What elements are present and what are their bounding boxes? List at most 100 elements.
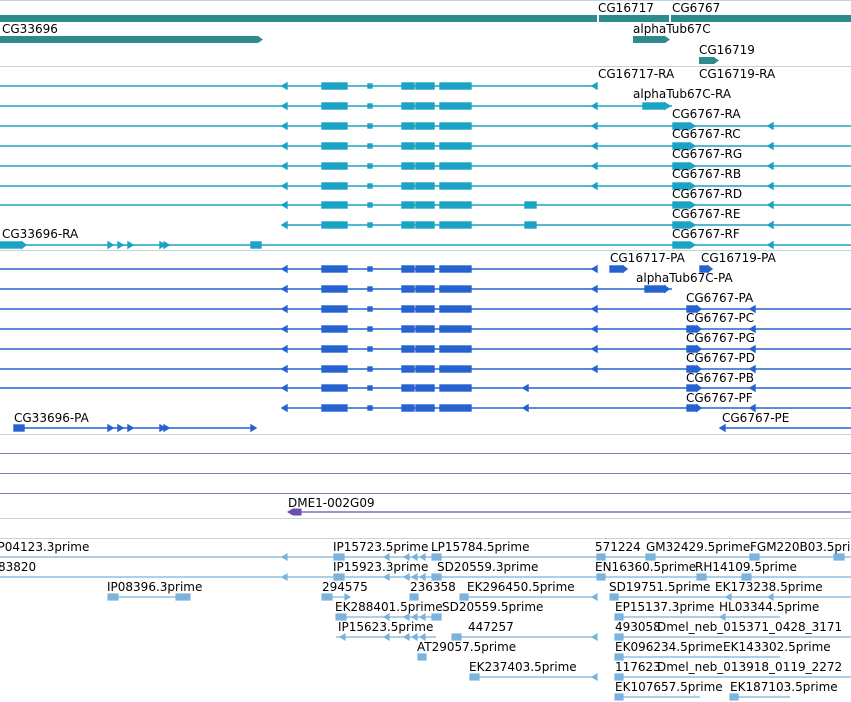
protein-row[interactable] [0, 284, 672, 294]
est-label[interactable]: EK173238.5prime [715, 580, 823, 594]
gene-label[interactable]: CG33696 [2, 22, 58, 36]
track-separator [0, 453, 851, 454]
est-label[interactable]: EP15137.3prime [615, 600, 715, 614]
insertion-label[interactable]: DME1-002G09 [288, 496, 375, 510]
est-label[interactable]: EK296450.5prime [467, 580, 575, 594]
est-label[interactable]: 83820 [0, 560, 37, 574]
est-label[interactable]: HL03344.5prime [719, 600, 820, 614]
track-separator [0, 518, 851, 519]
transcript-row[interactable] [280, 220, 851, 230]
transcript-label[interactable]: CG16719-RA [699, 67, 776, 81]
protein-row[interactable] [0, 264, 714, 274]
track-separator [0, 0, 851, 1]
protein-row[interactable] [0, 383, 851, 393]
gene-bar[interactable] [0, 15, 597, 22]
protein-label[interactable]: CG16717-PA [610, 251, 685, 265]
transcript-row[interactable] [0, 181, 851, 191]
est-label[interactable]: EK107657.5prime [615, 680, 723, 694]
protein-row[interactable] [0, 364, 851, 374]
gene-bar[interactable] [599, 15, 669, 22]
est-label[interactable]: LP15784.5prime [431, 540, 530, 554]
transcript-label[interactable]: CG16717-RA [598, 67, 675, 81]
track-separator [0, 473, 851, 474]
est-label[interactable]: 294575 [322, 580, 368, 594]
est-label[interactable]: EK096234.5prime [615, 640, 723, 654]
transcript-label[interactable]: CG6767-RF [672, 227, 740, 241]
est-label[interactable]: IP15923.3prime [333, 560, 429, 574]
protein-label[interactable]: CG16719-PA [701, 251, 776, 265]
protein-label[interactable]: CG6767-PC [686, 311, 755, 325]
gene-label[interactable]: CG6767 [672, 1, 721, 15]
protein-label[interactable]: CG33696-PA [14, 411, 89, 425]
est-label[interactable]: RH14109.5prime [695, 560, 797, 574]
track-separator [0, 434, 851, 435]
transcript-row[interactable] [0, 81, 598, 91]
transcript-label[interactable]: CG6767-RG [672, 147, 743, 161]
track-separator [0, 493, 851, 494]
gene-label[interactable]: alphaTub67C [633, 22, 711, 36]
est-label[interactable]: IP15623.5prime [338, 620, 434, 634]
est-label[interactable]: IP04123.3prime [0, 540, 90, 554]
protein-label[interactable]: CG6767-PB [686, 371, 755, 385]
protein-label[interactable]: CG6767-PF [686, 391, 753, 405]
gene-bar[interactable] [633, 36, 670, 43]
est-label[interactable]: EK237403.5prime [469, 660, 577, 674]
transcript-row[interactable] [0, 141, 851, 151]
gene-bar[interactable] [671, 15, 851, 22]
est-label[interactable]: 117623 [615, 660, 661, 674]
protein-row[interactable] [0, 344, 851, 354]
protein-row[interactable] [0, 324, 851, 334]
est-label[interactable]: FGM220B03.5prime [750, 540, 851, 554]
transcript-label[interactable]: alphaTub67C-RA [633, 87, 732, 101]
est-label[interactable]: GM32429.5prime [646, 540, 751, 554]
insertion-feature[interactable] [287, 508, 302, 516]
transcript-label[interactable]: CG33696-RA [2, 227, 79, 241]
est-label[interactable]: 571224 [595, 540, 641, 554]
protein-label[interactable]: CG6767-PE [722, 411, 790, 425]
track-separator [0, 538, 851, 539]
protein-label[interactable]: alphaTub67C-PA [636, 271, 733, 285]
track-separator [0, 66, 851, 67]
transcript-row[interactable] [0, 240, 851, 250]
transcript-label[interactable]: CG6767-RB [672, 167, 742, 181]
transcript-label[interactable]: CG6767-RD [672, 187, 743, 201]
transcript-row[interactable] [0, 121, 851, 131]
est-track [0, 552, 851, 701]
est-label[interactable]: AT29057.5prime [417, 640, 517, 654]
est-label[interactable]: EK143302.5prime [723, 640, 831, 654]
est-label[interactable]: EK187103.5prime [730, 680, 838, 694]
gene-track [0, 15, 851, 64]
est-label[interactable]: 493058 [615, 620, 661, 634]
est-label[interactable]: SD20559.5prime [442, 600, 544, 614]
protein-label[interactable]: CG6767-PA [686, 291, 754, 305]
est-label[interactable]: SD19751.5prime [609, 580, 711, 594]
gene-bar[interactable] [0, 36, 263, 43]
transcript-label[interactable]: CG6767-RE [672, 207, 741, 221]
protein-label[interactable]: CG6767-PG [686, 331, 756, 345]
est-label[interactable]: Dmel_neb_015371_0428_3171 [657, 620, 843, 634]
protein-row[interactable] [0, 304, 851, 314]
protein-row[interactable] [280, 403, 851, 413]
transcript-row[interactable] [0, 161, 851, 171]
transcript-row[interactable] [0, 200, 851, 210]
gene-label[interactable]: CG16719 [699, 43, 755, 57]
protein-label[interactable]: CG6767-PD [686, 351, 756, 365]
est-label[interactable]: SD20559.3prime [437, 560, 539, 574]
est-label[interactable]: IP15723.5prime [333, 540, 429, 554]
est-label[interactable]: Dmel_neb_013918_0119_2272 [657, 660, 843, 674]
est-label[interactable]: EK288401.5prime [335, 600, 443, 614]
transcript-row[interactable] [0, 101, 672, 111]
transcript-track [0, 81, 851, 250]
est-label[interactable]: EN16360.5prime [595, 560, 697, 574]
gene-bar[interactable] [699, 57, 719, 64]
est-label[interactable]: 447257 [468, 620, 514, 634]
est-label[interactable]: 236358 [410, 580, 456, 594]
insertion-track [287, 508, 851, 516]
protein-track [0, 264, 851, 433]
est-label[interactable]: IP08396.3prime [107, 580, 203, 594]
protein-row[interactable] [13, 423, 851, 433]
gene-label[interactable]: CG16717 [598, 1, 654, 15]
transcript-label[interactable]: CG6767-RC [672, 127, 741, 141]
transcript-label[interactable]: CG6767-RA [672, 107, 741, 121]
